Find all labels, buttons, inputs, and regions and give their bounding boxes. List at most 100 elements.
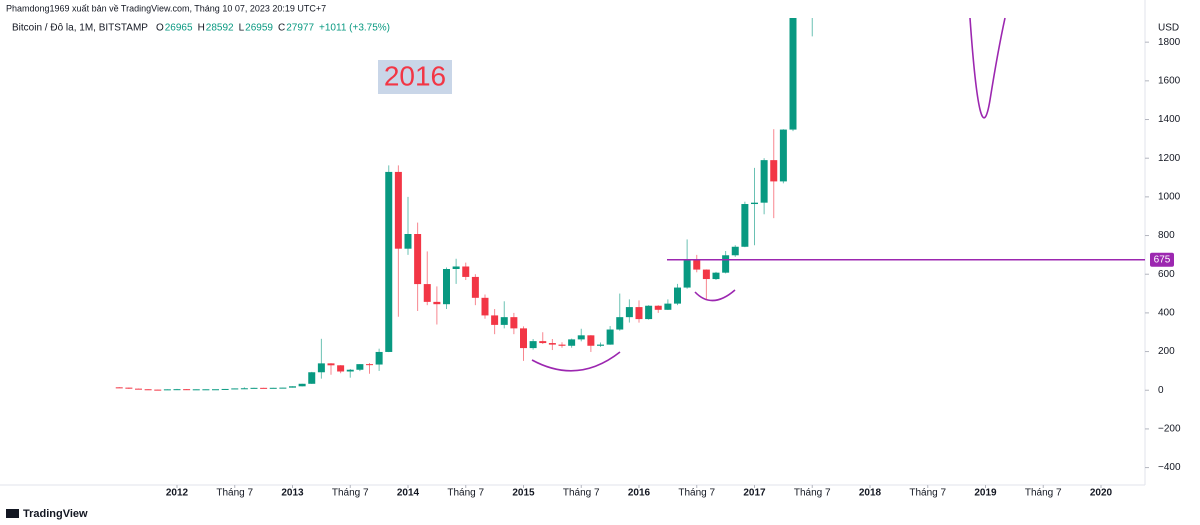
candle-body — [135, 388, 142, 390]
candle-body — [520, 328, 527, 349]
x-tick-label: 2020 — [1090, 488, 1113, 499]
candle-body — [731, 246, 739, 256]
candle-body — [702, 269, 710, 280]
y-tick-label: 1800 — [1158, 37, 1181, 48]
candle-body — [645, 305, 653, 320]
candle-body — [173, 389, 181, 391]
candle-body — [674, 287, 681, 304]
axes: −400 −200 0 200 400 600 800 1000 1200 1400 1600 180… — [166, 37, 1181, 499]
candle-body — [510, 317, 518, 329]
candle-body — [779, 129, 787, 182]
candle-body — [115, 387, 123, 389]
y-tick-label: 200 — [1158, 346, 1175, 357]
candle-body — [539, 341, 547, 344]
y-tick-label: 1000 — [1158, 192, 1181, 203]
candle-body — [317, 363, 325, 373]
candle-body — [375, 351, 383, 365]
candle-body — [606, 329, 614, 345]
candle-body — [385, 171, 393, 352]
x-tick-label: 2015 — [512, 488, 535, 499]
x-tick-label: Tháng 7 — [332, 488, 369, 499]
annotation-box — [378, 60, 452, 94]
annotation: 2016 — [384, 60, 446, 91]
y-tick-label: 800 — [1158, 230, 1175, 241]
candle-body — [789, 18, 797, 130]
candle-body — [693, 260, 701, 270]
level-tag — [1150, 252, 1174, 267]
arc — [531, 351, 621, 372]
y-tick-label: −400 — [1158, 462, 1181, 473]
candle-body — [289, 386, 296, 388]
candle-body — [558, 344, 566, 346]
legend-value: 28592 — [206, 23, 234, 34]
legend-value: 26959 — [245, 23, 273, 34]
x-tick-label: 2017 — [743, 488, 766, 499]
y-tick-label: 1200 — [1158, 153, 1181, 164]
x-tick-label: Tháng 7 — [1025, 488, 1062, 499]
arc — [694, 289, 736, 302]
candle-body — [414, 233, 422, 285]
legend-change: +1011 (+3.75%) — [319, 23, 390, 34]
candle-body — [308, 372, 316, 384]
candle-body — [337, 365, 345, 372]
y-tick-label: 1400 — [1158, 114, 1181, 125]
candle-body — [616, 317, 624, 330]
brand-logo — [6, 509, 19, 518]
candle-body — [452, 266, 460, 270]
x-tick-label: 2013 — [281, 488, 304, 499]
candle-body — [491, 315, 499, 325]
x-tick-label: 2016 — [628, 488, 651, 499]
y-tick-label: 0 — [1158, 385, 1164, 396]
level-label: 675 — [1154, 254, 1171, 265]
y-tick-label: 600 — [1158, 269, 1175, 280]
arc — [969, 17, 1006, 119]
x-tick-label: Tháng 7 — [216, 488, 253, 499]
candle-body — [433, 301, 441, 305]
legend-value: 27977 — [286, 23, 314, 34]
currency: USD — [1158, 23, 1179, 34]
candle-body — [298, 383, 306, 387]
candle-body — [722, 255, 730, 273]
candle-body — [625, 307, 633, 318]
candle-body — [346, 369, 354, 372]
candle-body — [269, 387, 277, 389]
publisher: Phamdong1969 xuất bản về TradingView.com… — [6, 3, 326, 13]
candle-body — [548, 343, 556, 345]
x-tick-label: 2014 — [397, 488, 420, 499]
x-tick-label: 2019 — [974, 488, 997, 499]
candle-body — [577, 335, 585, 340]
candle-body — [500, 317, 508, 325]
candle-body — [279, 387, 287, 389]
y-tick-label: 400 — [1158, 308, 1175, 319]
candle-body — [250, 387, 258, 389]
brand: TradingView — [23, 508, 88, 520]
candle-body — [163, 389, 171, 391]
candle-body — [462, 266, 470, 277]
candle-body — [712, 272, 720, 280]
x-tick-label: Tháng 7 — [909, 488, 946, 499]
candle-body — [529, 341, 537, 349]
legend-key: O — [156, 23, 164, 34]
candle-body — [471, 276, 479, 298]
candle-body — [154, 389, 162, 391]
x-tick-label: Tháng 7 — [447, 488, 484, 499]
candle-body — [481, 297, 489, 316]
candle-body — [423, 284, 431, 302]
candle-body — [202, 389, 210, 391]
legend-value: 26965 — [165, 23, 193, 34]
candle-body — [183, 389, 191, 391]
candle-body — [231, 388, 239, 390]
candle-body — [221, 388, 229, 390]
x-tick-label: 2018 — [859, 488, 882, 499]
candles — [115, 18, 813, 391]
candle-body — [260, 387, 268, 389]
candle-body — [635, 307, 643, 320]
legend-key: L — [239, 23, 245, 34]
candle-body — [683, 260, 691, 288]
candle-body — [597, 344, 604, 346]
candle-body — [568, 339, 576, 346]
drawings — [531, 17, 1006, 372]
candle-body — [404, 233, 412, 249]
candle-body — [770, 160, 778, 182]
